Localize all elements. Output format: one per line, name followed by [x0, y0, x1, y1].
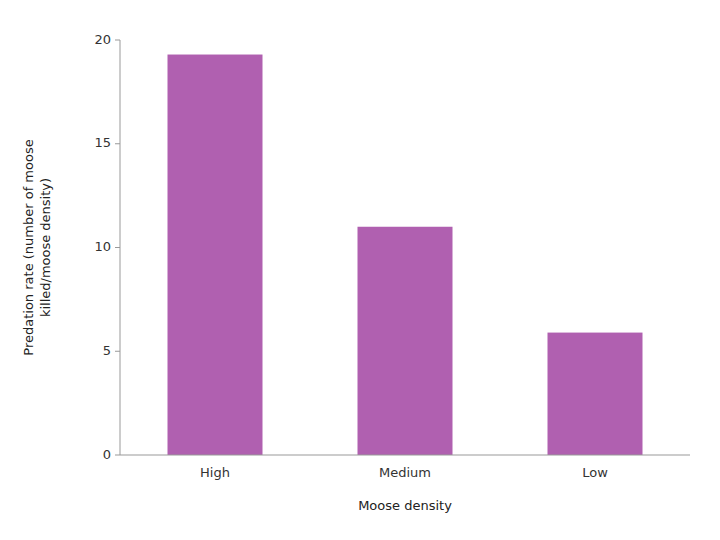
chart-container: 0 5 10 15 20 High Medium Low Moose density Predat… [0, 0, 720, 540]
chart-svg: 0 5 10 15 20 High Medium Low Moose density Predat… [0, 0, 720, 540]
y-tick-label: 15 [94, 135, 111, 150]
bar [168, 55, 263, 455]
y-axis: 0 5 10 15 20 [94, 32, 120, 462]
y-tick [115, 247, 120, 248]
y-tick [115, 455, 120, 456]
y-axis-label-line: Predation rate (number of moose [21, 139, 36, 355]
y-tick-label: 20 [94, 32, 111, 47]
x-axis-label: Moose density [358, 498, 452, 513]
x-axis-line [120, 455, 690, 456]
bar [548, 333, 643, 455]
y-tick-label: 10 [94, 239, 111, 254]
y-axis-label: Predation rate (number of moosekilled/mo… [21, 139, 53, 355]
y-tick-label: 0 [103, 447, 111, 462]
y-tick [115, 40, 120, 41]
y-axis-label-line: killed/moose density) [38, 178, 53, 317]
y-tick [115, 351, 120, 352]
x-axis: High Medium Low [120, 455, 690, 480]
y-tick-label: 5 [103, 343, 111, 358]
y-tick [115, 143, 120, 144]
bar [358, 227, 453, 455]
x-tick-label: Medium [379, 465, 431, 480]
x-tick-label: Low [582, 465, 608, 480]
x-tick-label: High [200, 465, 230, 480]
bars [168, 55, 643, 455]
